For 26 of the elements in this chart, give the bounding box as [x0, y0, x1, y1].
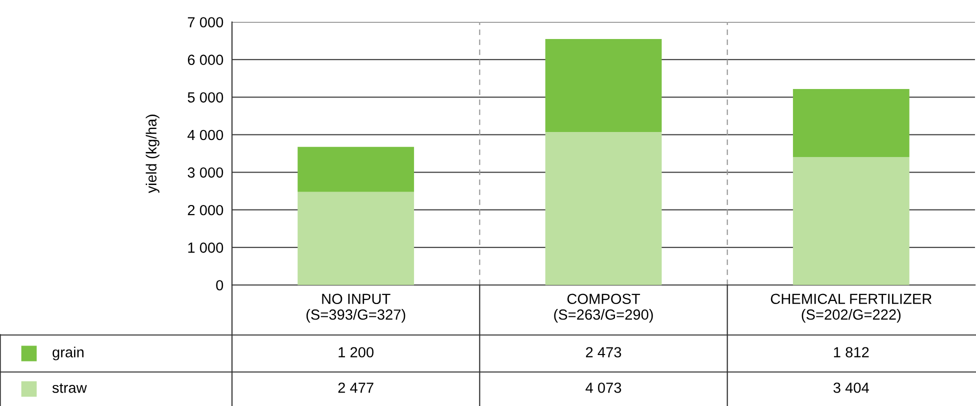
y-tick-label: 2 000 — [188, 204, 224, 216]
bar — [298, 146, 414, 192]
bar — [545, 132, 662, 285]
data-label: 3 404 — [833, 382, 869, 393]
x-tick-label: NO INPUT (S=393/G=327) — [306, 294, 406, 323]
y-tick-label: 6 000 — [188, 54, 224, 65]
legend-label: straw — [52, 383, 87, 393]
y-tick-label: 0 — [216, 280, 224, 290]
x-tick-label: CHEMICAL FERTILIZER (S=202/G=222) — [770, 294, 932, 323]
y-axis-title: yield (kg/ha) — [146, 114, 160, 194]
data-label: 4 073 — [586, 382, 622, 393]
bar — [298, 192, 414, 285]
bar — [792, 157, 910, 285]
y-tick-label: 4 000 — [188, 130, 224, 140]
y-tick-label: 5 000 — [188, 92, 224, 103]
data-label: 1 200 — [338, 347, 374, 358]
y-tick-label: 3 000 — [188, 167, 224, 178]
data-label: 1 812 — [834, 347, 869, 358]
data-label: 2 477 — [338, 382, 374, 393]
y-tick-label: 1 000 — [188, 242, 224, 253]
bar — [792, 89, 910, 158]
y-tick-label: 7 000 — [188, 17, 224, 28]
data-label: 2 473 — [586, 347, 622, 358]
x-tick-label: COMPOST (S=263/G=290) — [554, 294, 653, 323]
legend-label: grain — [52, 346, 84, 360]
bar — [545, 39, 662, 132]
